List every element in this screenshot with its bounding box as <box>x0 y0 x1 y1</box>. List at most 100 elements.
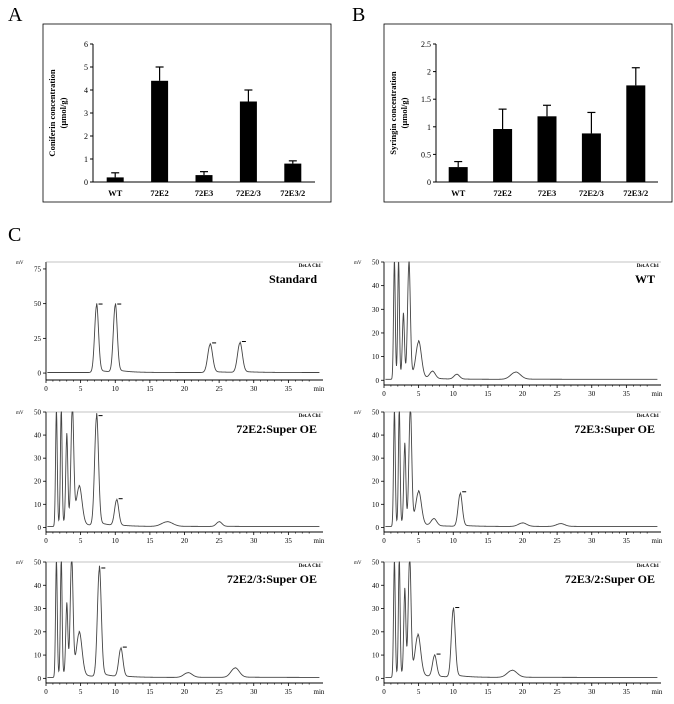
panel-label-c: C <box>8 224 22 246</box>
y-tick-label: 10 <box>34 501 42 509</box>
y-tick-label: 0 <box>38 675 42 683</box>
y-tick-label: 1.5 <box>421 95 431 104</box>
y-tick-label: 20 <box>372 628 380 636</box>
x-tick-label: 35 <box>285 537 293 545</box>
detector-label: Det.A Ch1 <box>637 264 660 269</box>
y-tick-label: 40 <box>372 282 380 290</box>
y-unit-label: mV <box>16 411 24 416</box>
y-tick-label: 1 <box>427 123 431 132</box>
detector-label: Det.A Ch1 <box>299 564 322 569</box>
x-tick-label: 10 <box>112 537 120 545</box>
x-tick-label: 5 <box>79 537 83 545</box>
y-tick-label: 0 <box>427 178 431 187</box>
x-tick-label: 25 <box>216 385 224 393</box>
x-tick-label: 15 <box>484 537 492 545</box>
x-tick-label: 20 <box>181 688 189 696</box>
x-tick-label: min <box>652 537 663 545</box>
y-tick-label: 50 <box>34 559 42 567</box>
chromatogram-title: 72E3/2:Super OE <box>565 572 655 586</box>
chromatogram-trace <box>385 561 658 678</box>
x-tick-label: 15 <box>146 385 154 393</box>
x-tick-label: 35 <box>623 688 631 696</box>
chromatogram-1: 0 25 50 75 mV Det.A Ch1 0 5 10 15 20 25 30 35 min Stand… <box>16 261 325 393</box>
x-tick-label: 15 <box>146 537 154 545</box>
bar <box>195 175 213 182</box>
y-tick-label: 1 <box>84 155 88 164</box>
x-tick-label: 35 <box>285 385 293 393</box>
chart-frame-b <box>383 23 673 203</box>
y-tick-label: 10 <box>372 501 380 509</box>
x-tick-label: 0 <box>382 537 386 545</box>
y-tick-label: 20 <box>34 478 42 486</box>
y-tick-label: 30 <box>34 605 42 613</box>
x-tick-label: 25 <box>216 688 224 696</box>
chromatogram-trace <box>47 561 320 678</box>
x-tick-label: 35 <box>623 390 631 398</box>
x-tick-label: 72E2 <box>493 188 511 198</box>
chromatogram-5: 0 10 20 30 40 50 mV Det.A Ch1 0 5 10 15 20 25 30 35 min 7… <box>16 559 325 697</box>
y-tick-label: 0 <box>376 675 380 683</box>
bar <box>106 177 124 182</box>
y-tick-label: 20 <box>372 329 380 337</box>
x-tick-label: WT <box>451 188 466 198</box>
y-axis-label: Syringin concentration <box>388 71 398 155</box>
y-unit-label: mV <box>354 411 362 416</box>
x-tick-label: 20 <box>519 537 527 545</box>
x-tick-label: 10 <box>450 390 458 398</box>
x-tick-label: 72E3/2 <box>623 188 648 198</box>
x-tick-label: 30 <box>588 537 596 545</box>
y-tick-label: 75 <box>34 265 42 273</box>
x-tick-label: 10 <box>450 537 458 545</box>
y-tick-label: 4 <box>84 86 88 95</box>
x-tick-label: 0 <box>382 390 386 398</box>
bar <box>626 85 646 182</box>
x-tick-label: 20 <box>181 385 189 393</box>
x-tick-label: 5 <box>79 385 83 393</box>
chromatogram-title: 72E2/3:Super OE <box>227 572 317 586</box>
x-tick-label: 10 <box>112 688 120 696</box>
detector-label: Det.A Ch1 <box>299 264 322 269</box>
bar <box>448 167 468 182</box>
y-tick-label: 50 <box>372 409 380 417</box>
chromatogram-title: Standard <box>269 272 317 286</box>
y-tick-label: 50 <box>34 300 42 308</box>
y-tick-label: 30 <box>372 455 380 463</box>
x-tick-label: 30 <box>588 688 596 696</box>
chromatogram-4: 0 10 20 30 40 50 mV Det.A Ch1 0 5 10 15 20 25 30 35 min 7… <box>354 409 663 546</box>
y-tick-label: 30 <box>34 455 42 463</box>
y-tick-label: 40 <box>372 582 380 590</box>
y-tick-label: 50 <box>372 259 380 267</box>
y-tick-label: 40 <box>34 582 42 590</box>
y-axis-unit-label: (µmol/g) <box>399 97 409 128</box>
y-axis-label: Coniferin concentration <box>47 69 57 156</box>
chromatogram-trace <box>385 411 658 527</box>
detector-label: Det.A Ch1 <box>637 564 660 569</box>
x-tick-label: 15 <box>146 688 154 696</box>
x-tick-label: min <box>652 688 663 696</box>
x-tick-label: 20 <box>181 537 189 545</box>
x-tick-label: 72E3 <box>538 188 556 198</box>
y-tick-label: 5 <box>84 63 88 72</box>
x-tick-label: min <box>314 688 325 696</box>
y-tick-label: 50 <box>34 409 42 417</box>
panel-label-a: A <box>8 4 23 26</box>
y-tick-label: 10 <box>372 652 380 660</box>
detector-label: Det.A Ch1 <box>299 414 322 419</box>
chromatogram-6: 0 10 20 30 40 50 mV Det.A Ch1 0 5 10 15 20 25 30 35 min 7… <box>354 559 663 697</box>
y-unit-label: mV <box>354 561 362 566</box>
chromatogram-3: 0 10 20 30 40 50 mV Det.A Ch1 0 5 10 15 20 25 30 35 min 7… <box>16 409 325 546</box>
x-tick-label: 0 <box>44 385 48 393</box>
y-tick-label: 3 <box>84 109 88 118</box>
x-tick-label: 72E2/3 <box>236 188 261 198</box>
x-tick-label: 15 <box>484 390 492 398</box>
chart-frame-a <box>42 23 332 203</box>
x-tick-label: 30 <box>588 390 596 398</box>
bar <box>239 101 257 182</box>
y-tick-label: 25 <box>34 335 42 343</box>
bar <box>151 80 169 182</box>
chromatogram-2: 0 10 20 30 40 50 mV Det.A Ch1 0 5 10 15 20 25 30 35 min W… <box>354 259 663 399</box>
y-unit-label: mV <box>354 261 362 266</box>
y-tick-label: 20 <box>34 628 42 636</box>
y-tick-label: 0 <box>376 377 380 385</box>
